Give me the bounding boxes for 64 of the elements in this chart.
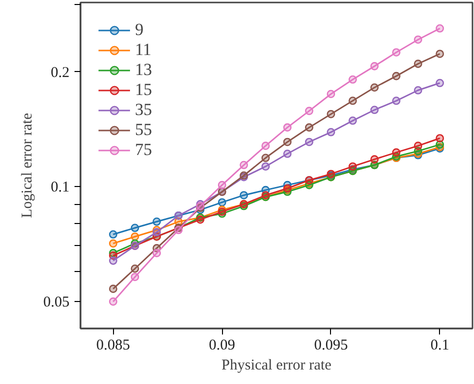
point	[283, 123, 292, 132]
point	[370, 155, 379, 164]
point	[305, 138, 314, 146]
x-tick-label: 0.1	[430, 338, 450, 354]
point	[348, 116, 357, 125]
point	[370, 106, 379, 114]
point	[218, 180, 226, 190]
point	[392, 148, 400, 157]
point	[414, 86, 422, 94]
point	[218, 198, 226, 206]
point	[392, 96, 400, 105]
point	[436, 78, 444, 88]
point	[326, 128, 336, 136]
x-tick-label: 0.085	[96, 338, 130, 354]
legend-label: 13	[135, 60, 153, 80]
point	[436, 24, 444, 33]
point	[414, 60, 422, 68]
y-tick-label: 0.05	[43, 294, 70, 311]
point	[348, 96, 357, 105]
legend-label: 9	[135, 20, 144, 40]
point	[261, 142, 270, 150]
point	[109, 284, 118, 293]
point	[109, 297, 118, 306]
point	[348, 162, 357, 171]
x-axis-title: Physical error rate	[222, 358, 332, 374]
y-axis-title: Logical error rate	[19, 112, 36, 218]
point	[109, 230, 118, 239]
x-tick-label: 0.09	[208, 338, 236, 354]
point	[130, 232, 140, 241]
point	[305, 106, 314, 116]
point	[240, 160, 248, 170]
point	[436, 134, 444, 142]
point	[436, 50, 444, 58]
legend-label: 75	[135, 140, 153, 160]
point	[152, 228, 161, 236]
point	[240, 191, 248, 200]
point	[109, 239, 118, 248]
point	[370, 83, 379, 92]
point	[305, 123, 314, 132]
point	[414, 35, 422, 44]
legend-label: 55	[135, 120, 153, 140]
point	[152, 248, 161, 258]
point	[152, 217, 161, 226]
point	[326, 90, 336, 98]
point	[261, 162, 270, 171]
point	[414, 142, 422, 150]
point	[326, 110, 336, 118]
legend-label: 11	[135, 40, 152, 60]
point	[392, 48, 400, 57]
point	[392, 72, 400, 80]
x-tick-label: 0.095	[314, 338, 348, 354]
point	[283, 150, 292, 158]
point	[283, 138, 292, 146]
point	[261, 154, 270, 162]
y-tick-label: 0.2	[50, 64, 70, 81]
point	[130, 264, 140, 273]
y-tick-label: 0.1	[50, 180, 70, 196]
legend-label: 35	[135, 100, 153, 120]
point	[348, 75, 357, 84]
point	[130, 224, 140, 232]
legend-label: 15	[135, 80, 153, 100]
point	[109, 256, 118, 265]
point	[370, 62, 379, 70]
point	[130, 272, 140, 282]
